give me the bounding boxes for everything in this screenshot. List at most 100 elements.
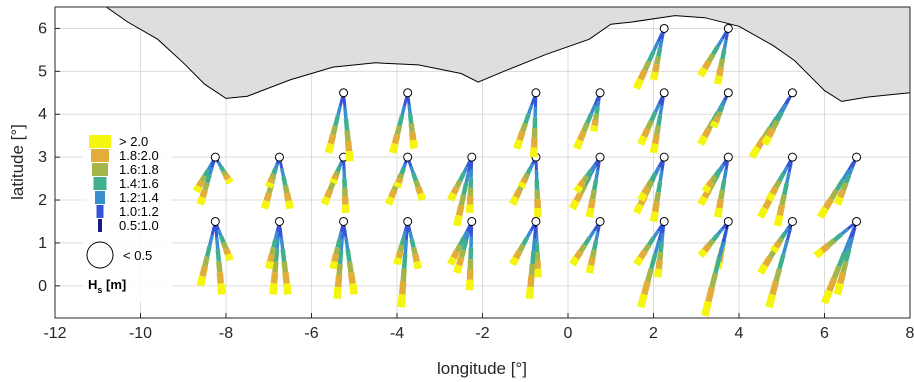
wave-rose-bin xyxy=(850,160,857,169)
wave-rose-bin xyxy=(270,272,279,284)
wave-rose-bin xyxy=(654,56,662,66)
legend: > 2.01.8:2.01.6:1.81.4:1.61.2:1.41.0:1.2… xyxy=(82,132,172,302)
wave-rose-bin xyxy=(529,224,536,232)
wave-rose-bin xyxy=(645,119,654,130)
wave-rose-bin xyxy=(826,238,837,248)
wave-rose-bin xyxy=(776,204,786,217)
wave-rose-bin xyxy=(632,77,644,91)
wave-rose-bin xyxy=(454,243,463,253)
wave-rose-bin xyxy=(592,113,600,121)
wave-rose-bin xyxy=(281,176,288,186)
wave-rose-station xyxy=(447,216,477,291)
wave-rose-bin xyxy=(649,253,658,270)
wave-rose-bin xyxy=(697,66,708,78)
wave-rose-bin xyxy=(527,275,535,288)
wave-rose-station xyxy=(573,88,605,151)
calm-circle xyxy=(595,152,605,162)
wave-rose-bin xyxy=(785,227,793,241)
calm-circle xyxy=(659,216,669,226)
wave-rose-bin xyxy=(785,171,791,184)
wave-rose-station xyxy=(568,152,605,218)
wave-rose-bin xyxy=(411,172,419,182)
calm-circle xyxy=(467,216,477,226)
wave-rose-bin xyxy=(278,227,283,238)
wave-rose-bin xyxy=(716,227,724,236)
wave-rose-bin xyxy=(783,227,790,234)
wave-rose-station xyxy=(192,152,234,206)
wave-rose-bin xyxy=(775,111,784,123)
wave-rose-bin xyxy=(334,275,343,288)
wave-rose-bin xyxy=(717,241,725,258)
wave-rose-station xyxy=(632,23,669,91)
wave-rose-bin xyxy=(275,224,281,233)
wave-rose-bin xyxy=(717,163,725,172)
wave-rose-bin xyxy=(271,167,278,175)
y-tick-label: 6 xyxy=(38,20,47,37)
legend-label: > 2.0 xyxy=(119,134,148,149)
wave-rose-bin xyxy=(206,163,213,172)
y-axis-label: latitude [°] xyxy=(8,124,27,200)
wave-rose-bin xyxy=(215,248,222,262)
wave-rose-station xyxy=(509,216,542,300)
wave-rose-bin xyxy=(589,189,597,200)
calm-circle xyxy=(274,216,284,226)
wave-rose-bin xyxy=(718,189,726,200)
wave-rose-bin xyxy=(207,166,214,176)
wave-rose-bin xyxy=(335,166,342,173)
wave-rose-bin xyxy=(408,131,417,141)
wave-rose-bin xyxy=(530,250,536,265)
wave-rose-bin xyxy=(709,120,720,129)
wave-rose-bin xyxy=(709,272,719,289)
wave-rose-bin xyxy=(397,294,406,308)
wave-rose-bin xyxy=(406,97,411,106)
y-tick-label: 2 xyxy=(38,192,47,209)
wave-rose-bin xyxy=(343,118,350,131)
wave-rose-bin xyxy=(785,159,792,168)
wave-rose-bin xyxy=(413,260,423,270)
x-tick-label: 2 xyxy=(649,325,658,342)
wave-rose-bin xyxy=(713,207,723,218)
wave-rose-bin xyxy=(828,188,839,201)
wave-rose-bin xyxy=(395,250,404,259)
wave-rose-bin xyxy=(333,115,341,127)
wave-rose-bin xyxy=(327,134,337,145)
wave-rose-station xyxy=(757,216,797,309)
wave-rose-bin xyxy=(757,206,769,219)
wave-rose-bin xyxy=(591,119,599,127)
y-tick-label: 0 xyxy=(38,278,47,295)
wave-rose-bin xyxy=(269,246,277,256)
wave-rose-bin xyxy=(324,142,335,154)
wave-rose-bin xyxy=(846,223,855,231)
wave-rose-bin xyxy=(833,282,844,296)
calm-circle xyxy=(595,88,605,98)
wave-rose-bin xyxy=(413,179,421,189)
wave-rose-bin xyxy=(218,235,226,244)
wave-rose-bin xyxy=(569,255,580,267)
x-tick-label: -6 xyxy=(304,325,318,342)
wave-rose-bin xyxy=(661,225,666,234)
wave-rose-bin xyxy=(585,264,595,274)
wave-rose-bin xyxy=(409,238,416,248)
legend-swatch xyxy=(92,163,108,176)
wave-rose-bin xyxy=(399,167,406,175)
wave-rose-station xyxy=(389,88,418,154)
wave-rose-bin xyxy=(587,198,596,209)
wave-rose-bin xyxy=(283,192,292,202)
wave-rose-bin xyxy=(464,171,471,184)
wave-rose-bin xyxy=(645,179,654,189)
wave-rose-bin xyxy=(344,140,353,152)
wave-rose-bin xyxy=(409,139,418,149)
wave-rose-bin xyxy=(651,201,660,213)
wave-rose-bin xyxy=(646,50,656,63)
wave-rose-station xyxy=(260,152,294,210)
wave-rose-bin xyxy=(773,214,784,227)
wave-rose-bin xyxy=(577,179,587,189)
wave-rose-bin xyxy=(651,134,660,145)
wave-rose-bin xyxy=(337,162,343,168)
wave-rose-bin xyxy=(656,32,664,43)
wave-rose-bin xyxy=(221,169,229,177)
wave-rose-bin xyxy=(654,268,663,278)
wave-rose-bin xyxy=(199,189,208,199)
legend-swatch xyxy=(89,135,111,148)
wave-rose-bin xyxy=(513,188,523,199)
